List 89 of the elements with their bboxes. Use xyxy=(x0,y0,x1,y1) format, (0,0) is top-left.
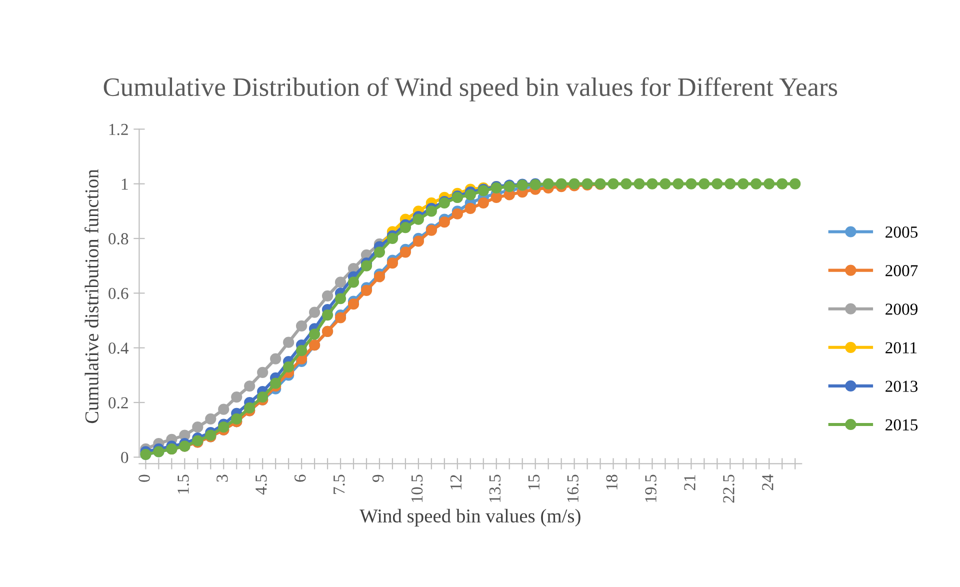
point xyxy=(334,312,346,324)
x-tick-label: 7.5 xyxy=(334,474,345,494)
point xyxy=(283,361,294,373)
x-tick-label: 21 xyxy=(684,475,696,490)
point xyxy=(400,246,412,258)
point xyxy=(698,178,710,190)
point xyxy=(360,260,372,272)
x-tick-label: 24 xyxy=(762,474,774,490)
x-tick-label: 22.5 xyxy=(723,474,734,503)
x-tick-label: 15 xyxy=(528,474,540,490)
point xyxy=(308,328,320,340)
point xyxy=(776,178,788,190)
point xyxy=(724,178,736,190)
y-tick-label: 0.4 xyxy=(108,342,129,354)
point xyxy=(218,404,230,415)
point xyxy=(270,353,282,364)
y-axis-title: Cumulative distribution function xyxy=(84,169,98,424)
legend-label: 2011 xyxy=(886,342,917,354)
x-axis-title: Wind speed bin values (m/s) xyxy=(360,508,580,527)
point xyxy=(192,422,204,433)
y-tick-label: 1.2 xyxy=(109,124,128,136)
x-tick-label: 3 xyxy=(216,474,228,482)
x-tick-label: 0 xyxy=(138,474,150,482)
point xyxy=(257,366,268,378)
point xyxy=(608,178,619,190)
point xyxy=(738,178,749,190)
point xyxy=(412,236,424,247)
point xyxy=(764,178,775,190)
point xyxy=(270,378,282,389)
x-tick-label: 18 xyxy=(606,474,618,490)
point xyxy=(322,290,334,302)
x-tick-label: 10.5 xyxy=(411,474,423,502)
point xyxy=(400,222,412,234)
legend-label: 2013 xyxy=(886,380,918,392)
point xyxy=(672,178,684,190)
point xyxy=(334,276,346,288)
y-tick-label: 0.2 xyxy=(108,397,128,409)
x-tick-label: 4.5 xyxy=(256,474,267,495)
point xyxy=(452,208,463,220)
point xyxy=(218,422,230,433)
legend-label: 2009 xyxy=(886,304,918,315)
x-tick-label: 1.5 xyxy=(178,474,189,494)
point xyxy=(660,178,671,190)
x-tick-label: 13.5 xyxy=(489,474,501,502)
point xyxy=(348,276,360,288)
chart-title: Cumulative Distribution of Wind speed bin values for Different Years xyxy=(104,77,838,102)
point xyxy=(412,214,424,225)
point xyxy=(205,413,216,424)
y-tick-label: 0.6 xyxy=(108,288,128,300)
point xyxy=(296,345,308,356)
point xyxy=(464,202,476,214)
point xyxy=(646,178,658,190)
x-tick-label: 19.5 xyxy=(645,474,656,502)
y-tick-label: 1 xyxy=(122,178,128,190)
x-tick-label: 12 xyxy=(450,475,462,490)
point xyxy=(490,192,502,204)
point xyxy=(712,178,723,190)
point xyxy=(438,216,450,228)
point xyxy=(634,178,645,190)
legend-label: 2015 xyxy=(886,419,918,430)
point xyxy=(790,178,801,190)
legend-label: 2005 xyxy=(886,226,918,238)
point xyxy=(296,320,308,332)
point xyxy=(308,306,320,318)
point xyxy=(348,298,360,310)
point xyxy=(386,258,398,269)
legend-label: 2007 xyxy=(886,265,918,276)
point xyxy=(231,391,242,403)
point xyxy=(386,232,398,244)
point xyxy=(360,284,372,296)
x-tick-label: 16.5 xyxy=(567,474,579,502)
y-tick-label: 0 xyxy=(121,452,128,464)
x-tick-label: 9 xyxy=(372,474,384,482)
point xyxy=(374,271,386,282)
x-tick-label: 6 xyxy=(294,474,306,482)
point xyxy=(686,178,697,190)
point xyxy=(374,246,386,258)
point xyxy=(478,197,489,209)
point xyxy=(426,206,437,217)
point xyxy=(231,413,242,424)
point xyxy=(244,380,256,392)
point xyxy=(257,391,268,403)
point xyxy=(283,336,294,348)
point xyxy=(334,293,346,304)
y-tick-label: 0.8 xyxy=(108,233,128,245)
point xyxy=(244,402,256,414)
point xyxy=(322,309,334,321)
point xyxy=(620,178,632,190)
point xyxy=(750,178,762,190)
